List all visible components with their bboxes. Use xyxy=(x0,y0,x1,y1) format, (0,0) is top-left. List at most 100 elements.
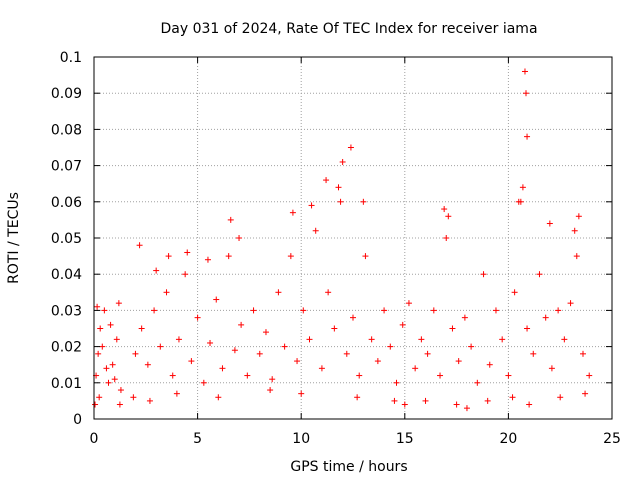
data-point xyxy=(236,235,243,241)
data-point xyxy=(281,343,288,350)
data-point xyxy=(575,213,582,220)
data-point xyxy=(92,401,99,408)
data-point xyxy=(521,68,528,75)
data-point xyxy=(94,303,101,310)
data-point xyxy=(582,390,589,397)
data-point xyxy=(571,227,578,234)
data-point xyxy=(480,271,487,278)
data-point xyxy=(312,227,319,234)
data-point xyxy=(117,387,124,394)
data-point xyxy=(499,336,506,343)
data-point xyxy=(523,90,530,97)
data-point xyxy=(519,184,526,191)
data-point xyxy=(356,372,363,379)
data-point xyxy=(300,307,307,314)
data-point xyxy=(308,202,315,209)
data-point xyxy=(505,372,512,379)
data-point xyxy=(557,394,564,401)
data-point xyxy=(561,336,568,343)
data-point xyxy=(474,379,481,386)
data-point xyxy=(256,350,263,357)
data-point xyxy=(175,336,182,343)
data-point xyxy=(306,336,313,343)
data-point xyxy=(453,401,460,408)
data-point xyxy=(250,307,257,314)
data-point xyxy=(362,253,369,260)
data-point xyxy=(225,253,232,260)
data-point xyxy=(111,376,118,383)
y-tick-label: 0.1 xyxy=(60,50,82,66)
y-tick-label: 0.02 xyxy=(51,340,82,356)
data-point xyxy=(105,379,112,386)
data-point xyxy=(153,267,160,274)
data-point xyxy=(99,343,106,350)
data-point xyxy=(132,350,139,357)
y-tick-label: 0.03 xyxy=(51,303,82,319)
data-point xyxy=(412,365,419,372)
data-point xyxy=(443,235,450,241)
data-point xyxy=(194,314,201,321)
data-point xyxy=(405,300,412,307)
grid xyxy=(94,57,612,419)
data-point xyxy=(138,325,145,332)
data-point xyxy=(215,394,222,401)
data-point xyxy=(567,300,574,307)
data-point xyxy=(244,372,251,379)
data-point xyxy=(430,307,437,314)
data-point xyxy=(97,325,104,332)
axis-ticks: 0 5 10 15 20 25 0 0.01 0.02 0.03 0.04 0.05 0.06 0.07 0… xyxy=(51,50,621,447)
data-point xyxy=(323,177,330,184)
data-point xyxy=(331,325,338,332)
data-point xyxy=(524,325,531,332)
data-point xyxy=(573,253,580,260)
data-point xyxy=(579,350,586,357)
data-point xyxy=(360,198,367,205)
data-point xyxy=(115,300,122,307)
data-point xyxy=(275,289,282,296)
data-point xyxy=(455,358,462,365)
data-point xyxy=(219,365,226,372)
data-point xyxy=(287,253,294,260)
data-point xyxy=(555,307,562,314)
data-point xyxy=(511,289,518,296)
data-point xyxy=(116,401,123,408)
data-point xyxy=(401,401,408,408)
x-tick-label: 20 xyxy=(499,431,517,447)
x-tick-label: 5 xyxy=(193,431,202,447)
data-point xyxy=(294,358,301,365)
data-point xyxy=(207,339,214,346)
data-point xyxy=(339,158,346,165)
x-axis-label: GPS time / hours xyxy=(290,459,407,475)
data-point xyxy=(449,325,456,332)
data-point xyxy=(542,314,549,321)
data-point xyxy=(461,314,468,321)
data-point xyxy=(169,372,176,379)
data-point xyxy=(546,220,553,227)
data-point xyxy=(269,376,276,383)
data-point xyxy=(238,321,245,328)
data-point xyxy=(418,336,425,343)
y-tick-label: 0.09 xyxy=(51,86,82,102)
data-point xyxy=(113,336,120,343)
x-tick-label: 0 xyxy=(90,431,99,447)
data-point xyxy=(200,379,207,386)
data-point xyxy=(144,361,151,368)
data-point xyxy=(231,347,238,354)
data-point xyxy=(165,253,172,260)
data-point xyxy=(399,321,406,328)
data-point xyxy=(484,397,491,404)
data-point xyxy=(391,397,398,404)
y-tick-label: 0.01 xyxy=(51,376,82,392)
data-point xyxy=(262,329,269,336)
data-point xyxy=(182,271,189,278)
data-point xyxy=(347,144,354,151)
data-point xyxy=(393,379,400,386)
data-point xyxy=(437,372,444,379)
data-point xyxy=(157,343,164,350)
data-point xyxy=(146,397,153,404)
data-point xyxy=(103,365,110,372)
data-point xyxy=(387,343,394,350)
data-point xyxy=(289,209,296,216)
y-tick-label: 0.08 xyxy=(51,122,82,138)
